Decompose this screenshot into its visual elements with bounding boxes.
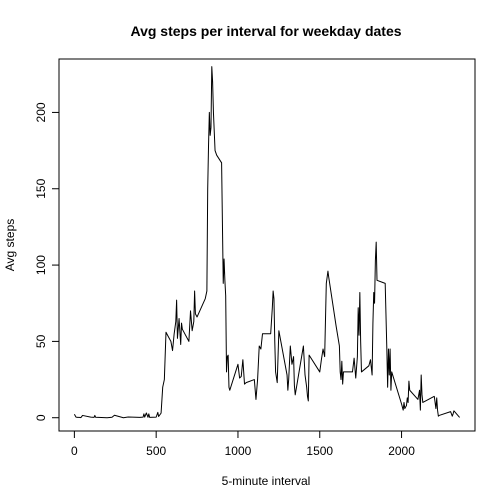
- y-tick-label: 100: [34, 255, 48, 275]
- plot-frame: [58, 58, 476, 432]
- x-axis-label: 5-minute interval: [222, 474, 311, 488]
- x-tick-label: 2000: [388, 444, 415, 458]
- x-axis: 0 500 1000 1500 2000: [71, 430, 415, 458]
- y-axis-label: Avg steps: [3, 219, 17, 271]
- x-tick-label: 1000: [225, 444, 252, 458]
- y-tick-label: 0: [34, 414, 48, 421]
- x-tick-label: 0: [71, 444, 78, 458]
- y-axis: 0 50 100 150 200: [34, 102, 60, 421]
- x-tick-label: 1500: [306, 444, 333, 458]
- chart-title: Avg steps per interval for weekday dates: [130, 23, 401, 39]
- series-layer: [73, 66, 460, 419]
- x-tick-label: 500: [146, 444, 166, 458]
- y-tick-label: 50: [34, 334, 48, 348]
- y-tick-label: 150: [34, 178, 48, 198]
- y-tick-label: 200: [34, 102, 48, 122]
- series-line: [73, 66, 460, 419]
